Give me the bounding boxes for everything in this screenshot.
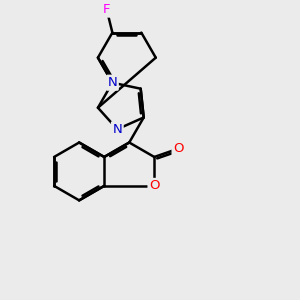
Text: F: F [103, 3, 110, 16]
Text: O: O [173, 142, 184, 155]
Text: O: O [149, 179, 160, 192]
Text: N: N [107, 76, 117, 89]
Text: N: N [112, 123, 122, 136]
